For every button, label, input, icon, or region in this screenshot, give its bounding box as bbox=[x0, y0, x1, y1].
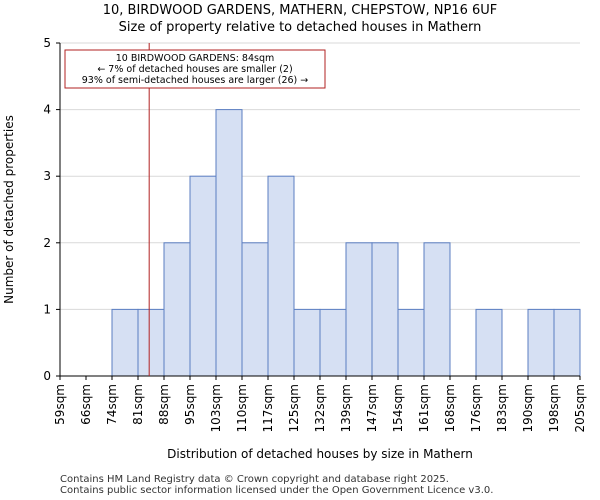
bar-161sqm bbox=[423, 242, 451, 377]
x-axis-label: Distribution of detached houses by size … bbox=[167, 447, 473, 461]
footer-licence: Contains public sector information licen… bbox=[60, 485, 494, 496]
bar-95sqm bbox=[189, 175, 217, 377]
footer-copyright: Contains HM Land Registry data © Crown c… bbox=[60, 474, 449, 485]
x-tick-label: 198sqm bbox=[547, 384, 561, 432]
x-tick-label: 81sqm bbox=[131, 384, 145, 425]
bar-147sqm bbox=[371, 242, 399, 377]
x-tick-label: 110sqm bbox=[235, 384, 249, 432]
y-tick-label: 4 bbox=[43, 103, 51, 117]
x-tick-label: 154sqm bbox=[391, 384, 405, 432]
x-tick-label: 183sqm bbox=[495, 384, 509, 432]
x-tick-label: 190sqm bbox=[521, 384, 535, 432]
bar-103sqm bbox=[215, 109, 243, 377]
x-tick-label: 59sqm bbox=[53, 384, 67, 425]
y-axis-label: Number of detached properties bbox=[2, 115, 16, 304]
x-tick-label: 168sqm bbox=[443, 384, 457, 432]
x-tick-label: 147sqm bbox=[365, 384, 379, 432]
chart-subtitle: Size of property relative to detached ho… bbox=[118, 20, 482, 35]
y-tick-label: 2 bbox=[43, 236, 51, 250]
x-tick-label: 95sqm bbox=[183, 384, 197, 425]
x-tick-label: 103sqm bbox=[209, 384, 223, 432]
y-tick-label: 3 bbox=[43, 169, 51, 183]
bar-198sqm bbox=[553, 308, 581, 377]
x-tick-label: 74sqm bbox=[105, 384, 119, 425]
bar-74sqm bbox=[111, 308, 139, 377]
x-tick-label: 117sqm bbox=[261, 384, 275, 432]
x-tick-label: 139sqm bbox=[339, 384, 353, 432]
bar-190sqm bbox=[527, 308, 555, 377]
x-tick-label: 161sqm bbox=[417, 384, 431, 432]
bar-110sqm bbox=[241, 242, 269, 377]
x-tick-label: 88sqm bbox=[157, 384, 171, 425]
bar-132sqm bbox=[319, 308, 347, 377]
x-tick-label: 205sqm bbox=[573, 384, 587, 432]
chart-title: 10, BIRDWOOD GARDENS, MATHERN, CHEPSTOW,… bbox=[102, 3, 498, 18]
annotation-box bbox=[64, 49, 326, 89]
x-tick-label: 125sqm bbox=[287, 384, 301, 432]
x-tick-label: 132sqm bbox=[313, 384, 327, 432]
bar-88sqm bbox=[163, 242, 191, 377]
x-tick-label: 176sqm bbox=[469, 384, 483, 432]
x-tick-label: 66sqm bbox=[79, 384, 93, 425]
y-tick-label: 5 bbox=[43, 36, 51, 50]
y-tick-label: 0 bbox=[43, 369, 51, 383]
bar-139sqm bbox=[345, 242, 373, 377]
bar-125sqm bbox=[293, 308, 321, 377]
bar-154sqm bbox=[397, 308, 425, 377]
annotation-line: 93% of semi-detached houses are larger (… bbox=[82, 75, 309, 86]
bar-176sqm bbox=[475, 308, 503, 377]
y-tick-label: 1 bbox=[43, 302, 51, 316]
annotation-line: 10 BIRDWOOD GARDENS: 84sqm bbox=[116, 53, 275, 64]
bar-117sqm bbox=[267, 175, 295, 377]
bar-81sqm bbox=[137, 308, 165, 377]
annotation-line: ← 7% of detached houses are smaller (2) bbox=[97, 64, 292, 75]
